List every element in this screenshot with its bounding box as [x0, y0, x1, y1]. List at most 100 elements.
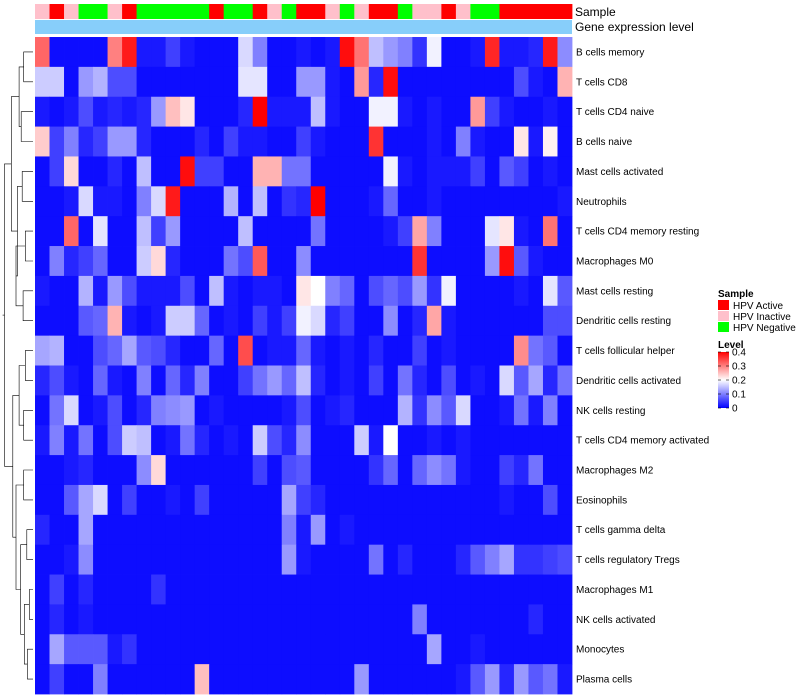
heatmap-cell: [310, 66, 326, 98]
heatmap-cell: [136, 455, 152, 486]
heatmap-cell: [542, 126, 558, 157]
heatmap-cell: [513, 514, 529, 546]
heatmap-cell: [49, 186, 65, 217]
row-label: Dendritic cells activated: [576, 376, 681, 387]
heatmap-cell: [136, 514, 152, 546]
heatmap-cell: [499, 126, 515, 157]
sample-annotation-cell: [93, 4, 108, 19]
heatmap-cell: [35, 66, 50, 98]
heatmap-cell: [325, 514, 341, 546]
annotation-title-gene-expression: Gene expression level: [575, 20, 694, 34]
heatmap-cell: [557, 96, 573, 127]
heatmap-cell: [513, 484, 529, 516]
heatmap-cell: [194, 156, 210, 187]
heatmap-cell: [528, 544, 544, 575]
sample-annotation-cell: [78, 4, 94, 19]
heatmap-cell: [238, 156, 254, 187]
heatmap-cell: [281, 156, 297, 187]
heatmap-cell: [223, 126, 239, 157]
heatmap-cell: [354, 305, 370, 337]
heatmap-cell: [238, 37, 254, 68]
heatmap-cell: [484, 455, 500, 486]
heatmap-cell: [49, 37, 65, 68]
heatmap-cell: [397, 156, 413, 187]
heatmap-cell: [513, 574, 529, 605]
heatmap-cell: [557, 275, 573, 307]
heatmap-cell: [209, 514, 225, 546]
heatmap-cell: [470, 395, 486, 426]
heatmap-cell: [267, 634, 283, 665]
heatmap-cell: [78, 544, 94, 575]
heatmap-cell: [223, 544, 239, 575]
heatmap-cell: [281, 395, 297, 426]
heatmap-cell: [528, 66, 544, 98]
heatmap-cell: [151, 186, 167, 217]
heatmap-cell: [165, 574, 181, 605]
heatmap-cell: [542, 335, 558, 366]
heatmap-cell: [325, 574, 341, 605]
sample-annotation-cell: [455, 4, 471, 19]
heatmap-cell: [310, 96, 326, 127]
column-annotations: [35, 4, 573, 34]
heatmap-cell: [412, 455, 428, 486]
heatmap-cell: [180, 365, 196, 396]
heatmap-cell: [93, 634, 108, 665]
heatmap-cell: [296, 246, 312, 277]
heatmap-cell: [339, 574, 355, 605]
heatmap-cell: [209, 604, 225, 635]
heatmap-cell: [78, 186, 94, 217]
heatmap-cell: [238, 365, 254, 396]
heatmap-cell: [310, 275, 326, 307]
heatmap-cell: [557, 484, 573, 516]
heatmap-cell: [267, 455, 283, 486]
heatmap-cell: [151, 634, 167, 665]
heatmap-cell: [136, 395, 152, 426]
sample-legend-label: HPV Active: [733, 301, 783, 312]
heatmap-cell: [122, 425, 137, 456]
heatmap-cell: [368, 156, 384, 187]
sample-annotation-cell: [528, 4, 544, 19]
heatmap-cell: [267, 246, 283, 277]
heatmap-cell: [165, 455, 181, 486]
heatmap-cell: [310, 455, 326, 486]
heatmap-cell: [339, 305, 355, 337]
heatmap-cell: [412, 186, 428, 217]
heatmap-cell: [35, 544, 50, 575]
heatmap-cell: [223, 574, 239, 605]
heatmap-cell: [325, 604, 341, 635]
heatmap-cell: [354, 246, 370, 277]
heatmap-cell: [441, 425, 457, 456]
heatmap-cell: [93, 455, 108, 486]
heatmap-cell: [310, 425, 326, 456]
heatmap-cell: [252, 66, 268, 98]
sample-annotation-cell: [397, 4, 413, 19]
heatmap-cell: [238, 66, 254, 98]
heatmap-cell: [354, 66, 370, 98]
heatmap-cell: [107, 37, 123, 68]
heatmap-cell: [470, 574, 486, 605]
heatmap-cell: [499, 216, 515, 247]
row-label: Mast cells resting: [576, 286, 653, 297]
heatmap-cell: [397, 634, 413, 665]
heatmap-cell: [354, 634, 370, 665]
heatmap-cell: [455, 574, 471, 605]
heatmap-cell: [368, 246, 384, 277]
heatmap-cell: [484, 216, 500, 247]
heatmap-cell: [267, 395, 283, 426]
dendrogram-branch: [15, 484, 24, 590]
heatmap-cell: [455, 216, 471, 247]
heatmap-cell: [296, 96, 312, 127]
heatmap-cell: [325, 96, 341, 127]
heatmap-cell: [499, 156, 515, 187]
heatmap-cell: [368, 275, 384, 307]
sample-legend-swatch: [718, 300, 729, 310]
sample-annotation-cell: [151, 4, 167, 19]
heatmap-cell: [455, 604, 471, 635]
heatmap-cell: [35, 574, 50, 605]
heatmap-cell: [426, 514, 442, 546]
heatmap-cell: [180, 604, 196, 635]
heatmap-cell: [528, 664, 544, 695]
heatmap-cell: [339, 335, 355, 366]
heatmap-cell: [180, 544, 196, 575]
